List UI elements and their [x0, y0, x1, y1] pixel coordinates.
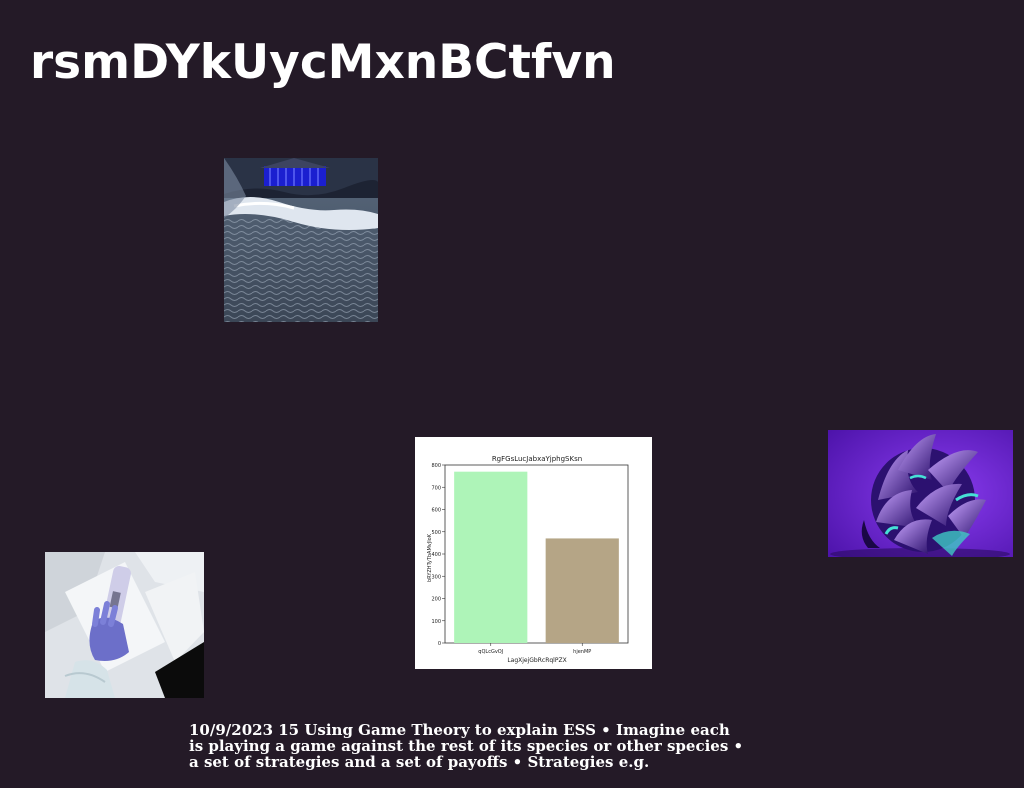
- chart-title: RgFGsLucJabxaYjphgSKsn: [492, 455, 582, 463]
- bar: [454, 471, 528, 643]
- bar: [545, 538, 619, 643]
- y-tick-label: 400: [431, 552, 441, 558]
- caption-line-3: a set of strategies and a set of payoffs…: [189, 753, 650, 771]
- product-photo: [45, 552, 204, 698]
- plot-area: 0 100 200 300 400 500 600 700 800 qQLcGvOJ hjenMP: [431, 463, 629, 655]
- artichoke-photo: [828, 430, 1013, 557]
- y-axis-label: bRYZHTyTbAMvJIoK: [427, 533, 433, 582]
- y-tick-label: 700: [431, 485, 441, 491]
- y-tick-label: 600: [431, 508, 441, 514]
- lake-photo: [224, 158, 378, 322]
- caption-text: 10/9/2023 15 Using Game Theory to explai…: [189, 722, 809, 770]
- x-axis-label: LagXjejGbRcRqlPZX: [507, 657, 566, 664]
- x-tick-label: qQLcGvOJ: [478, 649, 503, 655]
- caption-line-1: 10/9/2023 15 Using Game Theory to explai…: [189, 721, 730, 739]
- y-tick-label: 800: [431, 463, 441, 469]
- x-tick-label: hjenMP: [573, 649, 591, 655]
- y-tick-label: 100: [431, 619, 441, 625]
- y-tick-label: 200: [431, 597, 441, 603]
- caption-line-2: is playing a game against the rest of it…: [189, 737, 744, 755]
- y-tick-label: 300: [431, 574, 441, 580]
- page-title: rsmDYkUycMxnBCtfvn: [30, 35, 616, 90]
- y-tick-label: 500: [431, 530, 441, 536]
- bar-chart: RgFGsLucJabxaYjphgSKsn 0 100 200 300 400 500 6…: [415, 437, 652, 669]
- y-tick-label: 0: [438, 641, 441, 647]
